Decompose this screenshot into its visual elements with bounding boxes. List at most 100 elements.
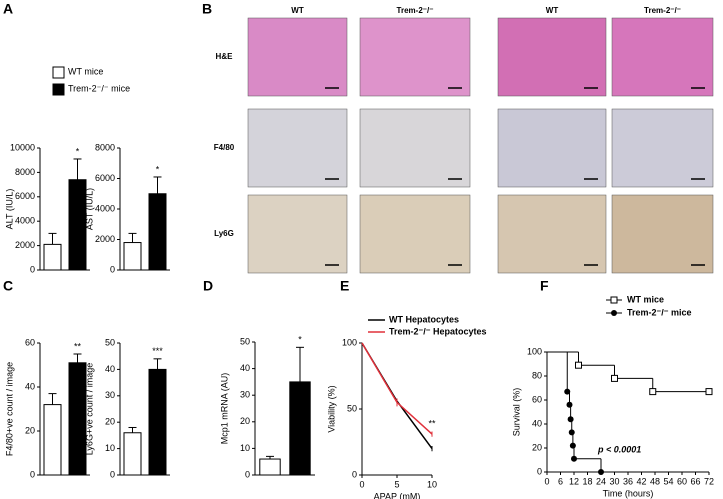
marker xyxy=(566,401,573,408)
y-tick-label: 20 xyxy=(105,417,115,427)
bar xyxy=(68,362,87,476)
micrograph xyxy=(359,17,471,97)
y-tick-label: 50 xyxy=(240,336,250,346)
y-tick-label: 50 xyxy=(105,337,115,347)
y-tick-label: 10000 xyxy=(10,142,35,152)
column-label: WT xyxy=(291,6,304,15)
panel-label: C xyxy=(3,278,13,294)
significance: * xyxy=(76,146,80,156)
bar xyxy=(123,242,142,271)
marker xyxy=(567,416,574,423)
y-tick-label: 20 xyxy=(532,442,542,452)
micrograph xyxy=(497,108,607,188)
y-tick-label: 4000 xyxy=(95,203,115,213)
series-line xyxy=(361,342,433,450)
micrograph xyxy=(247,194,348,274)
legend-label: WT mice xyxy=(627,294,664,304)
y-tick-label: 2000 xyxy=(15,240,35,250)
legend-marker xyxy=(611,310,617,316)
x-tick-label: 5 xyxy=(394,479,399,489)
y-tick-label: 40 xyxy=(240,363,250,373)
x-tick-label: 54 xyxy=(663,476,673,486)
micrographs xyxy=(247,17,714,274)
legend-label: Trem-2⁻/⁻ mice xyxy=(68,83,130,93)
y-tick-label: 6000 xyxy=(15,191,35,201)
y-tick-label: 20 xyxy=(240,416,250,426)
y-axis-label: Mcp1 mRNA (AU) xyxy=(219,373,229,445)
y-axis-label: F4/80+ve count / image xyxy=(4,362,14,456)
legend-swatch xyxy=(52,83,65,96)
y-tick-label: 30 xyxy=(240,390,250,400)
micrograph xyxy=(247,17,348,97)
micrograph xyxy=(359,108,471,188)
y-tick-label: 30 xyxy=(105,390,115,400)
y-tick-label: 0 xyxy=(30,264,35,274)
y-axis-label: Viability (%) xyxy=(326,385,336,432)
marker xyxy=(564,388,571,395)
y-tick-label: 0 xyxy=(110,469,115,479)
bar xyxy=(148,368,167,476)
micrograph xyxy=(359,194,471,274)
marker xyxy=(649,388,657,396)
marker xyxy=(705,388,713,396)
row-label: Ly6G xyxy=(214,229,234,238)
significance: * xyxy=(156,164,160,174)
y-axis-label: ALT (IU/L) xyxy=(4,189,14,230)
y-tick-label: 50 xyxy=(347,403,357,413)
x-tick-label: 12 xyxy=(569,476,579,486)
x-tick-label: 66 xyxy=(690,476,700,486)
column-label: WT xyxy=(546,6,559,15)
bar xyxy=(43,404,62,476)
x-tick-label: 18 xyxy=(582,476,592,486)
x-axis-label: APAP (mM) xyxy=(374,491,421,499)
micrograph xyxy=(247,108,348,188)
y-tick-label: 60 xyxy=(25,337,35,347)
y-axis-label: AST (IU/L) xyxy=(84,188,94,230)
legend-label: WT Hepatocytes xyxy=(389,314,459,324)
marker xyxy=(611,374,618,382)
y-tick-label: 0 xyxy=(245,469,250,479)
significance: ** xyxy=(428,418,436,428)
x-tick-label: 48 xyxy=(650,476,660,486)
bar xyxy=(259,458,281,476)
x-tick-label: 72 xyxy=(704,476,714,486)
marker xyxy=(598,469,604,475)
panel-label: B xyxy=(202,1,212,17)
x-tick-label: 0 xyxy=(359,479,364,489)
column-label: Trem-2⁻/⁻ xyxy=(397,6,434,15)
row-label: F4/80 xyxy=(214,143,235,152)
significance: ** xyxy=(74,341,82,351)
y-tick-label: 100 xyxy=(342,337,357,347)
bar xyxy=(123,432,142,476)
marker xyxy=(568,429,575,436)
row-label: H&E xyxy=(216,52,234,61)
y-tick-label: 0 xyxy=(537,466,542,476)
y-tick-label: 0 xyxy=(110,264,115,274)
panel-label: D xyxy=(203,278,213,294)
x-tick-label: 30 xyxy=(609,476,619,486)
x-tick-label: 6 xyxy=(558,476,563,486)
y-tick-label: 100 xyxy=(527,346,542,356)
significance: *** xyxy=(152,346,163,356)
y-tick-label: 40 xyxy=(532,418,542,428)
y-tick-label: 6000 xyxy=(95,173,115,183)
panel-label: E xyxy=(340,278,349,294)
x-tick-label: 0 xyxy=(544,476,549,486)
y-axis-label: Survival (%) xyxy=(511,388,521,437)
y-tick-label: 8000 xyxy=(95,142,115,152)
y-tick-label: 60 xyxy=(532,394,542,404)
micrograph xyxy=(611,17,714,97)
panel-label: A xyxy=(3,1,13,17)
micrograph xyxy=(497,194,607,274)
significance: * xyxy=(298,335,302,345)
marker xyxy=(575,361,582,369)
micrograph xyxy=(611,194,714,274)
micrograph xyxy=(497,17,607,97)
bar xyxy=(148,193,167,271)
legend-marker xyxy=(610,296,618,304)
x-tick-label: 24 xyxy=(596,476,606,486)
y-tick-label: 80 xyxy=(532,370,542,380)
legend-label: Trem-2⁻/⁻ Hepatocytes xyxy=(389,326,487,336)
y-tick-label: 20 xyxy=(25,425,35,435)
